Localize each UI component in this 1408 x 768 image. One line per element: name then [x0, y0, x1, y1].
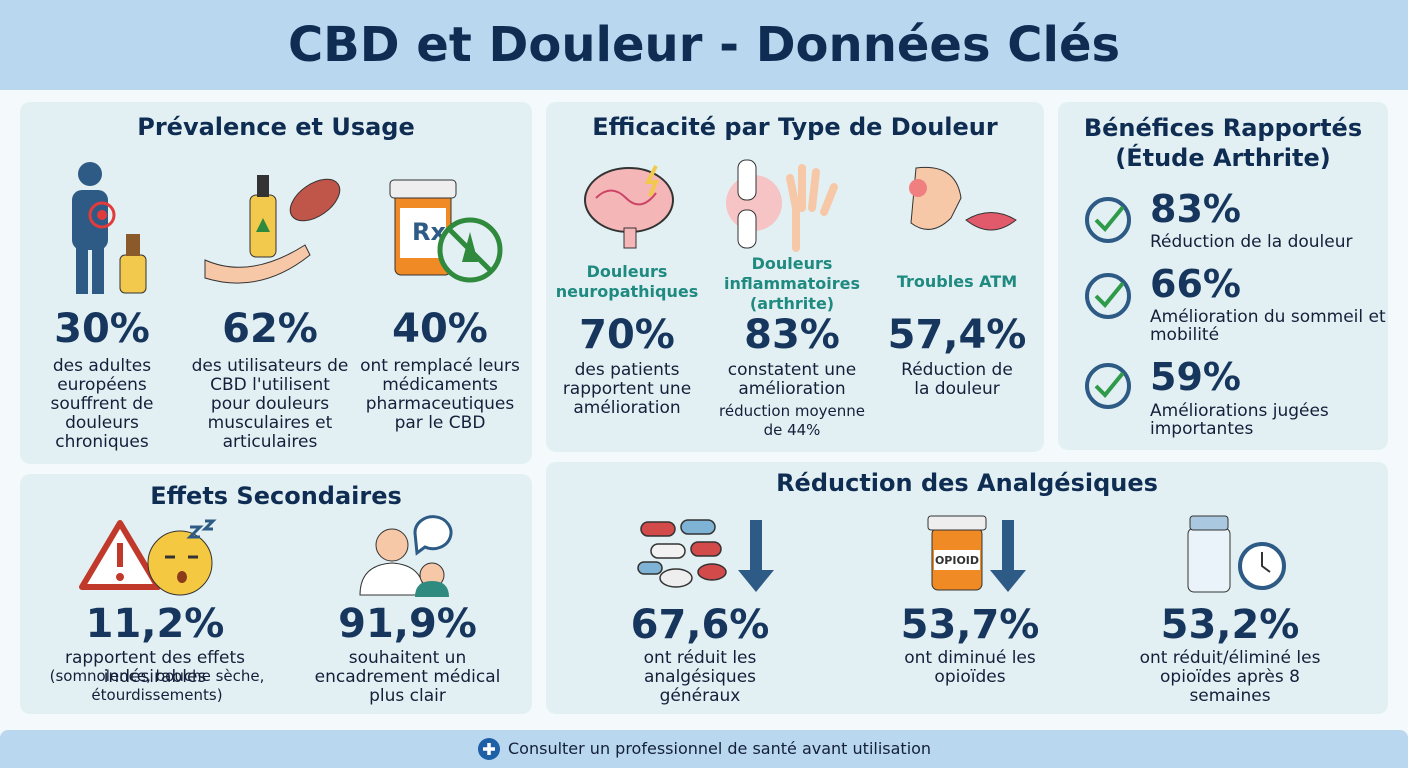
- stat-text: ont réduit les analgésiques généraux: [643, 648, 757, 706]
- efficacy-panel: [546, 102, 1044, 452]
- benefit-value: 66%: [1150, 262, 1241, 306]
- stat-value: 11,2%: [85, 601, 225, 647]
- stat-text: des adultes européens souffrent de doule…: [50, 356, 154, 452]
- stat-value: 57,4%: [887, 312, 1027, 358]
- benefit-value: 59%: [1150, 355, 1241, 399]
- stat-text: des patients rapportent une amélioration: [562, 360, 692, 418]
- stat-value: 53,7%: [900, 602, 1040, 648]
- stat-note: (somnolence, bouche sèche, étourdissemen…: [49, 667, 265, 704]
- stat-text: souhaitent un encadrement médical plus c…: [314, 648, 501, 706]
- stat-value: 30%: [54, 306, 150, 352]
- stat-text: des utilisateurs de CBD l'utilisent pour…: [191, 356, 349, 452]
- efficacy-icons: [584, 159, 1017, 252]
- stat-value: 70%: [579, 312, 675, 358]
- stat-text: ont remplacé leurs médicaments pharmaceu…: [360, 356, 520, 433]
- benefit-text: Amélioration du sommeil et mobilité: [1150, 307, 1386, 345]
- stat-value: 40%: [392, 306, 488, 352]
- footer: Consulter un professionnel de santé avan…: [0, 730, 1408, 768]
- header: CBD et Douleur - Données Clés: [0, 0, 1408, 90]
- panel-title: Effets Secondaires: [150, 482, 402, 510]
- check-icons: [1085, 197, 1131, 409]
- panel-title: Bénéfices Rapportés (Étude Arthrite): [1083, 114, 1363, 172]
- analgesics-icons: OPIOID: [637, 515, 1286, 593]
- benefit-value: 83%: [1150, 187, 1241, 231]
- stat-note: réduction moyenne de 44%: [719, 402, 865, 439]
- stat-text: ont réduit/éliminé les opioïdes après 8 …: [1139, 648, 1321, 706]
- plus-icon: [478, 738, 500, 760]
- stat-value: 91,9%: [338, 601, 477, 647]
- stat-value: 53,2%: [1160, 602, 1300, 648]
- side-effects-icons: [79, 515, 453, 597]
- panel-title: Prévalence et Usage: [137, 113, 415, 141]
- stat-text: rapportent des effets indésirables: [64, 648, 245, 687]
- benefit-text: Réduction de la douleur: [1150, 232, 1353, 252]
- pain-type-label: Troubles ATM: [896, 272, 1018, 291]
- footer-text: Consulter un professionnel de santé avan…: [508, 739, 932, 758]
- panel-title: Efficacité par Type de Douleur: [592, 113, 998, 141]
- benefit-text: Améliorations jugées importantes: [1150, 401, 1329, 439]
- prevalence-panel: [20, 102, 532, 464]
- prevalence-icons: Rx: [72, 162, 503, 294]
- pain-type-label: Douleurs neuropathiques: [555, 262, 699, 301]
- stat-text: constatent une amélioration: [727, 360, 857, 399]
- stat-value: 67,6%: [630, 602, 770, 648]
- stat-value: 83%: [744, 312, 840, 358]
- stat-text: ont diminué les opioïdes: [904, 648, 1036, 687]
- pain-type-label: Douleurs inflammatoires (arthrite): [723, 254, 861, 313]
- stat-value: 62%: [222, 306, 318, 352]
- stat-text: Réduction de la douleur: [901, 360, 1013, 399]
- icon-label: OPIOID: [935, 554, 979, 567]
- panel-title: Réduction des Analgésiques: [776, 469, 1158, 497]
- page-title: CBD et Douleur - Données Clés: [287, 17, 1121, 73]
